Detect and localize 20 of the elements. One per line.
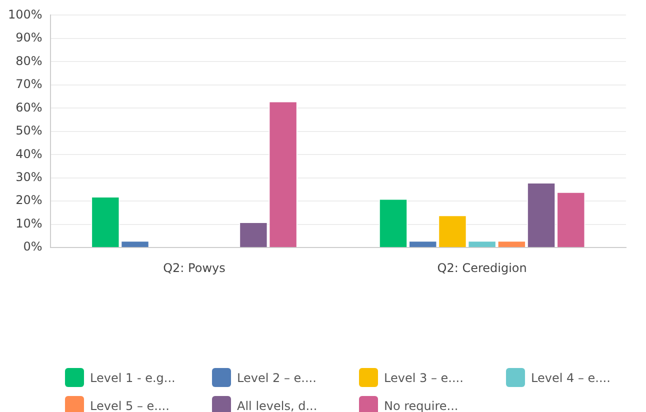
legend-label: No require...: [384, 398, 458, 412]
y-tick-label: 10%: [16, 216, 42, 230]
y-tick-label: 60%: [16, 100, 42, 114]
y-tick-label: 40%: [16, 146, 42, 161]
y-tick-label: 80%: [16, 54, 42, 68]
y-tick-label: 20%: [16, 193, 42, 208]
legend-label: Level 1 - e.g...: [90, 370, 176, 384]
y-tick-label: 100%: [8, 7, 42, 22]
legend-label: Level 2 – e....: [237, 370, 316, 384]
y-tick-label: 30%: [16, 170, 42, 184]
legend-label: Level 5 – e....: [90, 398, 170, 412]
legend-label: Level 3 – e....: [384, 370, 464, 384]
y-tick-label: 0%: [23, 240, 42, 254]
x-tick-label: Q2: Powys: [163, 260, 226, 275]
x-tick-label: Q2: Ceredigion: [437, 260, 527, 275]
legend-label: Level 4 – e....: [531, 370, 610, 384]
y-tick-label: 50%: [16, 124, 42, 138]
legend-label: All levels, d...: [237, 398, 318, 412]
y-tick-label: 90%: [16, 30, 42, 45]
y-tick-label: 70%: [16, 77, 42, 92]
